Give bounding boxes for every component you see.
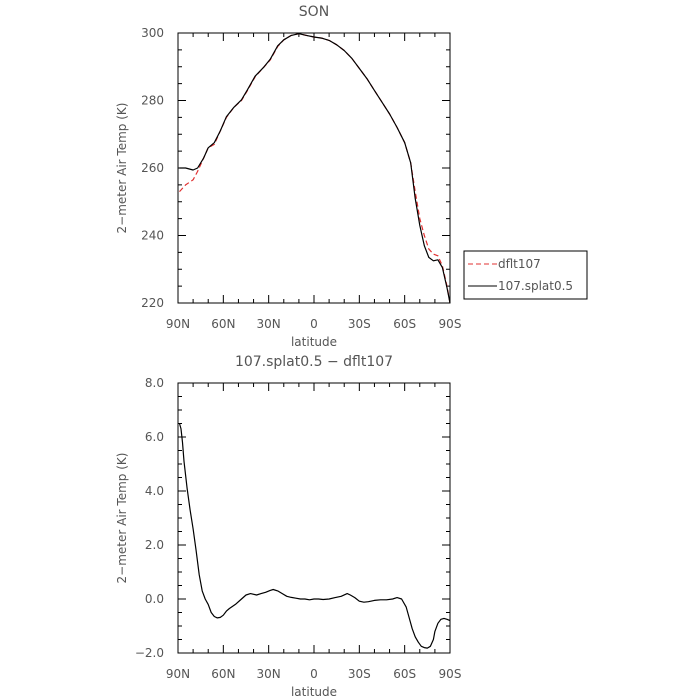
y-tick-label: 8.0	[145, 376, 164, 390]
x-tick-label: 60N	[211, 317, 235, 331]
bottom-series-lines	[178, 423, 451, 649]
top-plot-frame	[177, 32, 451, 304]
y-tick-label: 240	[141, 229, 164, 243]
bottom-x-axis-label: latitude	[291, 685, 337, 699]
x-tick-label: 90N	[166, 317, 190, 331]
top-axis-ticks: 90N 60N 30N 0 30S 60S 90S 220 240 260 280 300	[141, 26, 461, 331]
x-tick-label: 60N	[211, 667, 235, 681]
series-line-dflt107	[179, 33, 451, 304]
y-tick-label: 260	[141, 161, 164, 175]
y-tick-label: 4.0	[145, 484, 164, 498]
bottom-axis-ticks: 90N 60N 30N 0 30S 60S 90S −2.0 0.0 2.0 4.0 6.0 8.0	[135, 376, 462, 681]
y-tick-label: 220	[141, 296, 164, 310]
y-tick-label: 2.0	[145, 538, 164, 552]
x-tick-label: 60S	[393, 667, 416, 681]
x-tick-label: 90S	[439, 667, 462, 681]
y-tick-label: 0.0	[145, 592, 164, 606]
top-chart-title: SON	[299, 4, 329, 20]
y-tick-label: 300	[141, 26, 164, 40]
top-series-lines	[179, 33, 451, 304]
y-tick-label: 6.0	[145, 430, 164, 444]
legend: dflt107 107.splat0.5	[463, 250, 588, 300]
top-x-axis-label: latitude	[291, 335, 337, 349]
x-tick-label: 90N	[166, 667, 190, 681]
x-tick-label: 60S	[393, 317, 416, 331]
legend-label-107-splat0-5: 107.splat0.5	[498, 279, 573, 293]
bottom-panel: 107.splat0.5 − dflt107 latitude 2−meter …	[115, 354, 461, 699]
x-tick-label: 0	[310, 667, 318, 681]
bottom-chart-title: 107.splat0.5 − dflt107	[235, 354, 393, 370]
top-panel: SON latitude 2−meter Air Temp (K) 90N 60N…	[115, 4, 461, 349]
series-line-107-splat0-5	[179, 33, 451, 304]
x-tick-label: 30N	[257, 667, 281, 681]
x-tick-label: 30S	[348, 317, 371, 331]
series-line-107-splat0-5	[178, 423, 451, 649]
x-tick-label: 0	[310, 317, 318, 331]
x-tick-label: 30S	[348, 667, 371, 681]
bottom-plot-frame	[177, 382, 451, 654]
y-tick-label: −2.0	[135, 646, 164, 660]
bottom-y-axis-label: 2−meter Air Temp (K)	[115, 453, 129, 584]
legend-box	[463, 250, 588, 300]
top-y-axis-label: 2−meter Air Temp (K)	[115, 103, 129, 234]
x-tick-label: 30N	[257, 317, 281, 331]
legend-label-dflt107: dflt107	[498, 257, 541, 271]
x-tick-label: 90S	[439, 317, 462, 331]
y-tick-label: 280	[141, 94, 164, 108]
